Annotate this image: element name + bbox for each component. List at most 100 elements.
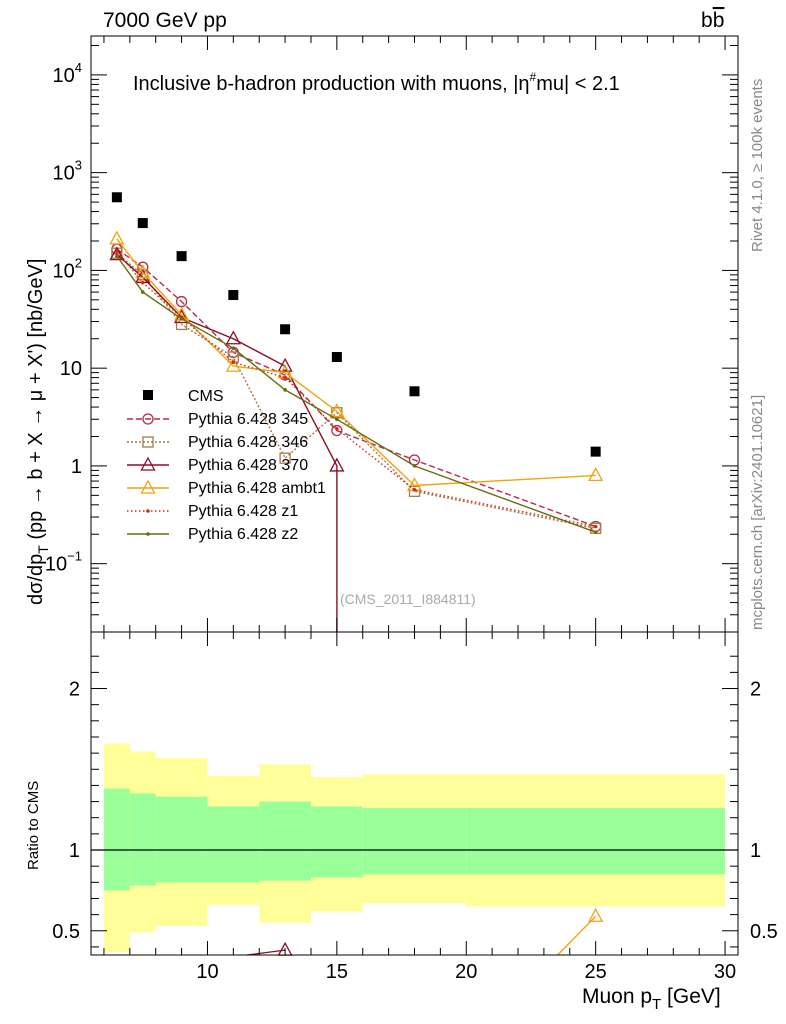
ratio-series-line: [247, 949, 286, 956]
title-prefix: Inclusive b-hadron production with muons…: [133, 73, 518, 95]
series-marker: [140, 290, 145, 294]
ratio-band-inner: [310, 806, 363, 878]
x-axis-label-main: Muon p: [582, 985, 652, 1008]
title-eta: η: [518, 73, 529, 95]
y-axis-label: dσ/dpT (pp → b + X → μ + X') [nb/GeV]: [25, 259, 51, 605]
ratio-band-inner: [259, 801, 311, 881]
series-marker: [231, 346, 236, 351]
y-tick-label: 104: [53, 60, 82, 87]
series-marker: [109, 230, 125, 245]
legend-label: Pythia 6.428 345: [188, 411, 308, 428]
y-axis-label-pre: dσ/dp: [25, 554, 47, 605]
reference-marker: [280, 324, 291, 335]
series-marker: [109, 246, 125, 261]
series-marker: [140, 280, 145, 285]
series-marker: [277, 357, 293, 372]
legend-label: Pythia 6.428 370: [188, 457, 308, 474]
series-marker: [335, 417, 339, 422]
ratio-band-inner: [207, 806, 260, 883]
series-marker: [283, 375, 287, 380]
x-axis-label: Muon pT [GeV]: [582, 985, 721, 1013]
ratio-axis-label: Ratio to CMS: [25, 781, 42, 870]
series-marker: [408, 485, 421, 497]
analysis-watermark: (CMS_2011_I884811): [340, 591, 476, 607]
legend: CMS Pythia 6.428 345 Pythia 6.428 346 Pythi…: [127, 388, 326, 543]
series-marker: [225, 357, 241, 372]
series-marker: [179, 316, 184, 321]
legend-label: Pythia 6.428 ambt1: [188, 480, 326, 497]
reference-points: [111, 192, 601, 457]
series-marker: [115, 254, 119, 258]
series-marker: [331, 424, 343, 437]
legend-marker: [146, 509, 150, 513]
chart-title: Inclusive b-hadron production with muons…: [133, 70, 620, 95]
legend-label: Pythia 6.428 346: [188, 434, 308, 451]
ratio-band-inner: [103, 788, 130, 891]
legend-marker: [142, 413, 154, 425]
x-tick-label: 10: [196, 961, 218, 983]
series-marker: [175, 295, 188, 308]
x-tick-label: 30: [714, 961, 736, 983]
series-marker: [412, 464, 417, 468]
series-line: [116, 248, 596, 528]
ratio-band-inner: [155, 796, 208, 883]
legend-label-cms: CMS: [188, 388, 224, 405]
series-marker: [412, 487, 417, 492]
ratio-y-tick-label: 1: [69, 840, 80, 862]
reference-marker: [331, 352, 342, 363]
y-axis-label-post: (pp → b + X → μ + X') [nb/GeV]: [25, 259, 47, 546]
ratio-band-inner: [362, 808, 467, 875]
reference-marker: [228, 290, 239, 301]
legend-marker: [140, 456, 156, 471]
y-tick-label: 102: [53, 255, 82, 282]
ratio-y-tick-label-right: 0.5: [750, 921, 778, 943]
series-marker: [283, 388, 287, 392]
main-series: [109, 230, 604, 632]
reference-marker: [137, 218, 148, 229]
title-suffix: mu| < 2.1: [536, 73, 620, 95]
ratio-y-tick-label: 2: [69, 679, 80, 701]
series-marker: [593, 524, 598, 529]
ratio-y-tick-label: 0.5: [52, 921, 80, 943]
y-tick-label: 10−1: [45, 549, 82, 576]
legend-marker-cms: [143, 390, 153, 400]
ratio-y-tick-label-right: 1: [750, 840, 761, 862]
series-marker: [329, 457, 345, 472]
reference-marker: [409, 386, 420, 397]
x-axis-label-sub: T: [652, 996, 661, 1013]
ratio-y-tick-label-right: 2: [750, 679, 761, 701]
legend-marker: [142, 436, 154, 448]
y-tick-label: 1: [71, 456, 82, 478]
y-axis-label-sub: T: [35, 545, 51, 554]
ratio-series-line: [557, 915, 597, 956]
legend-marker: [146, 532, 150, 536]
reference-marker: [590, 446, 601, 457]
ratio-series-marker: [588, 907, 604, 922]
series-marker: [329, 403, 345, 418]
ratio-bands: [91, 743, 738, 952]
x-tick-label: 25: [585, 961, 607, 983]
reference-marker: [176, 251, 187, 262]
y-tick-label: 10: [60, 358, 82, 380]
series-marker: [279, 452, 291, 464]
ratio-band-inner: [129, 793, 156, 886]
reference-marker: [111, 192, 122, 203]
x-tick-label: 20: [455, 961, 477, 983]
legend-marker: [140, 479, 156, 494]
process-label-bbar: b: [713, 9, 725, 32]
rivet-version-label: Rivet 4.1.0, ≥ 100k events: [749, 79, 766, 252]
process-label-b: b: [701, 9, 713, 32]
title-sup: #: [530, 70, 537, 84]
x-axis-label-unit: [GeV]: [661, 985, 721, 1008]
series-marker: [231, 360, 236, 365]
legend-label: Pythia 6.428 z1: [188, 503, 298, 520]
series-marker: [593, 530, 598, 534]
legend-label: Pythia 6.428 z2: [188, 526, 298, 543]
series-line: [116, 255, 596, 533]
y-tick-label: 103: [53, 158, 82, 185]
ratio-band-inner: [466, 808, 726, 875]
mcplots-label: mcplots.cern.ch [arXiv:2401.10621]: [749, 395, 766, 630]
series-marker: [225, 330, 241, 345]
